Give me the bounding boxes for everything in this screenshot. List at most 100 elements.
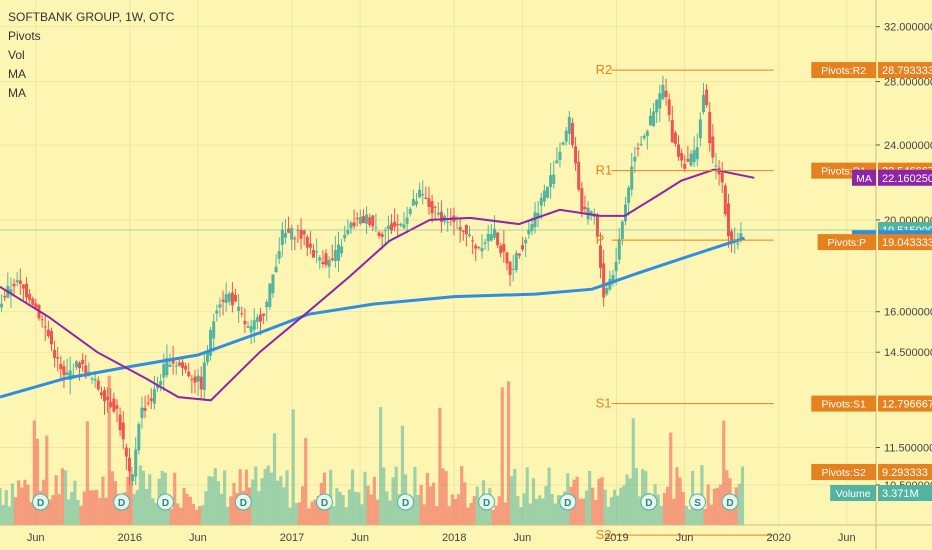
volume-bar	[553, 503, 557, 525]
candle-body	[480, 247, 484, 252]
volume-bar	[307, 508, 311, 525]
candle-body	[327, 260, 331, 267]
candle-body	[589, 211, 593, 216]
volume-badge-value-bg	[878, 485, 932, 501]
candle-body	[486, 233, 490, 242]
candle-body	[574, 146, 578, 164]
legend-ma-1[interactable]: MA	[8, 67, 26, 81]
volume-bar	[513, 468, 517, 525]
dividend-marker[interactable]	[315, 493, 333, 511]
dividend-marker[interactable]	[113, 493, 131, 511]
candle-body	[212, 321, 216, 339]
candle-body	[521, 245, 525, 250]
candle-body	[258, 314, 262, 322]
candle-body	[405, 217, 409, 224]
volume-bar	[279, 476, 283, 525]
volume-bar	[166, 508, 171, 525]
pivot-p-badge-label: Pivots:P	[828, 237, 867, 249]
candle-body	[421, 194, 425, 196]
dividend-marker[interactable]	[478, 493, 496, 511]
candle-body	[115, 405, 119, 409]
candle-body	[46, 329, 50, 337]
candle-body	[196, 375, 200, 382]
legend-pivots[interactable]: Pivots	[8, 29, 41, 43]
volume-bar	[285, 470, 289, 525]
candle-body	[390, 223, 394, 231]
legend-ma-2[interactable]: MA	[8, 86, 26, 100]
volume-bar	[129, 466, 133, 525]
candle-body	[65, 372, 69, 376]
volume-bar	[697, 501, 701, 525]
volume-bar	[254, 466, 258, 525]
volume-bar	[313, 499, 317, 525]
candle-body	[396, 224, 400, 226]
volume-bar	[20, 487, 24, 525]
pivot-label-s1: S1	[596, 396, 612, 411]
candle-body	[623, 204, 627, 222]
candle-body	[181, 362, 184, 368]
candle-body	[698, 119, 702, 139]
volume-bar	[226, 506, 230, 525]
candle-body	[730, 231, 734, 242]
candle-body	[93, 378, 97, 381]
volume-bar	[223, 470, 227, 525]
dividend-marker-label: D	[645, 498, 652, 509]
volume-bar	[466, 507, 470, 525]
candle-body	[56, 357, 60, 359]
volume-bar	[0, 487, 2, 525]
dividend-marker[interactable]	[640, 493, 658, 511]
volume-bar	[213, 468, 217, 525]
volume-bar	[98, 498, 102, 525]
volume-bar	[588, 471, 592, 525]
candle-body	[15, 280, 19, 283]
candle-body	[583, 206, 587, 209]
candle-body	[249, 326, 253, 333]
volume-bar	[235, 493, 239, 525]
y-tick-label: 32.000000	[884, 22, 932, 34]
dividend-marker[interactable]	[156, 493, 174, 511]
volume-bar	[438, 407, 442, 525]
dividend-marker[interactable]	[559, 493, 577, 511]
candle-body	[137, 423, 141, 451]
candle-body	[723, 185, 727, 215]
candle-body	[627, 187, 631, 204]
volume-bar	[216, 481, 220, 525]
candle-body	[468, 234, 472, 236]
candle-body	[705, 89, 709, 106]
volume-bar	[282, 487, 286, 525]
volume-bar	[101, 476, 105, 525]
candle-body	[209, 330, 213, 356]
volume-bar	[600, 477, 604, 525]
pivot-r2-badge-value: 28.793333	[882, 65, 932, 77]
volume-bar	[67, 499, 71, 525]
volume-bar	[269, 472, 274, 525]
pivot-s1-badge-value: 12.796667	[882, 399, 932, 411]
dividend-marker[interactable]	[234, 493, 252, 511]
dividend-marker[interactable]	[689, 493, 707, 511]
candle-body	[299, 229, 303, 239]
pivot-r2-badge-value-bg	[878, 62, 932, 79]
candle-body	[287, 228, 291, 233]
ma-long-line[interactable]	[0, 236, 746, 399]
volume-bar	[397, 494, 401, 525]
volume-bar	[541, 498, 545, 525]
dividend-marker[interactable]	[397, 493, 415, 511]
legend-vol[interactable]: Vol	[8, 48, 25, 62]
volume-bar	[198, 506, 202, 525]
volume-bar	[650, 502, 654, 525]
volume-bar	[450, 494, 454, 525]
candle-body	[680, 152, 684, 161]
candle-body	[496, 232, 500, 246]
legend-title[interactable]: SOFTBANK GROUP, 1W, OTC	[8, 10, 175, 24]
chart-legend: SOFTBANK GROUP, 1W, OTC Pivots Vol MA MA	[8, 8, 174, 103]
pivot-s2-badge-label-bg	[811, 464, 876, 480]
candle-body	[230, 292, 234, 306]
dividend-marker[interactable]	[721, 493, 739, 511]
candle-body	[162, 364, 166, 378]
volume-bar	[260, 478, 264, 525]
dividend-marker-label: D	[240, 498, 247, 509]
candle-body	[471, 240, 475, 242]
volume-bar	[500, 387, 504, 525]
dividend-marker[interactable]	[32, 493, 50, 511]
